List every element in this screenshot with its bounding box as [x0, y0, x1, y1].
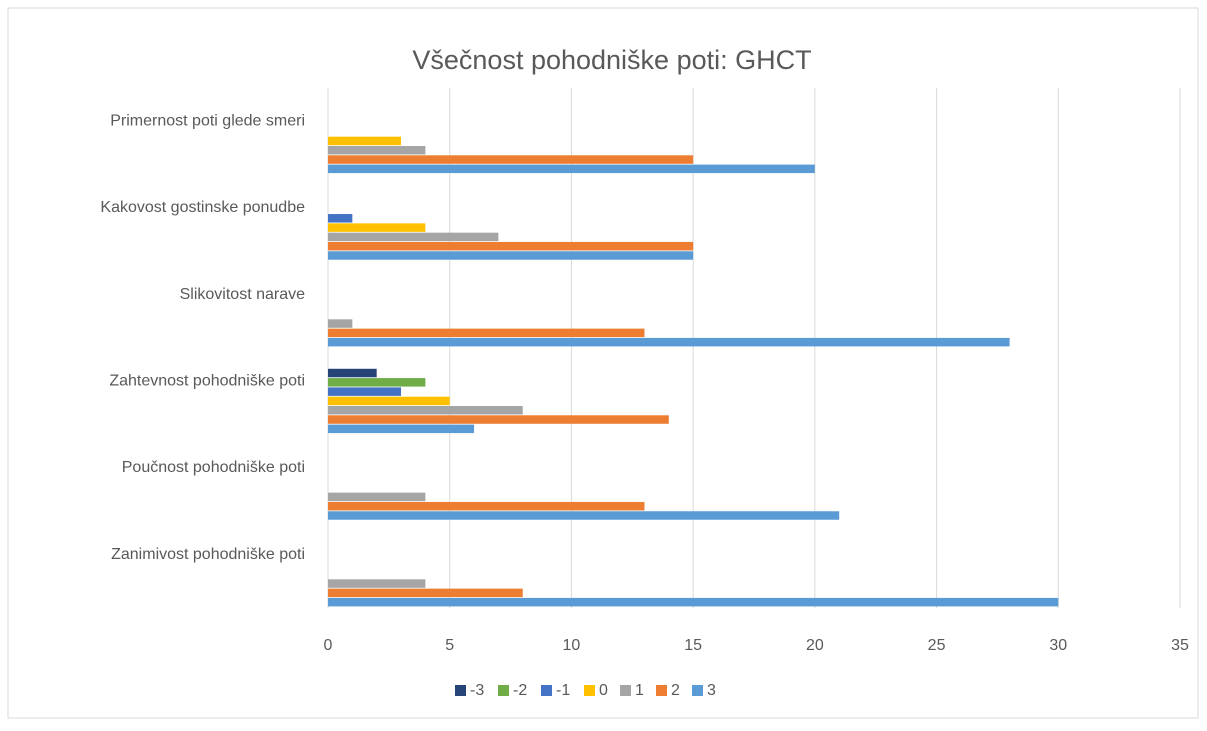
- legend-swatch: [692, 685, 703, 696]
- y-tick-label: Slikovitost narave: [180, 286, 305, 303]
- legend-label: 2: [671, 682, 680, 699]
- legend-label: -1: [556, 682, 570, 699]
- legend-swatch: [620, 685, 631, 696]
- legend-swatch: [455, 685, 466, 696]
- bar: [328, 223, 426, 232]
- bar: [328, 387, 402, 396]
- y-tick-label: Zahtevnost pohodniške poti: [109, 373, 305, 390]
- bar: [328, 405, 523, 415]
- bar: [328, 232, 499, 242]
- bar: [328, 164, 815, 174]
- legend-label: -2: [513, 682, 527, 699]
- bar: [328, 501, 645, 511]
- legend-label: 1: [635, 682, 644, 699]
- bar: [328, 328, 645, 338]
- bar: [328, 155, 694, 164]
- bar: [328, 368, 377, 378]
- y-tick-label: Poučnost pohodniške poti: [122, 459, 305, 476]
- y-tick-label: Kakovost gostinske ponudbe: [100, 199, 305, 216]
- legend-swatch: [656, 685, 667, 696]
- x-tick-label: 30: [1049, 637, 1067, 654]
- legend-swatch: [541, 685, 552, 696]
- bar: [328, 492, 426, 502]
- x-tick-label: 20: [806, 637, 824, 654]
- bar: [328, 378, 426, 387]
- bar: [328, 214, 353, 223]
- legend-label: 3: [707, 682, 716, 699]
- x-tick-label: 25: [928, 637, 946, 654]
- bar: [328, 396, 450, 406]
- bar: [328, 145, 426, 155]
- chart-title: Všečnost pohodniške poti: GHCT: [412, 45, 811, 75]
- bar: [328, 511, 840, 520]
- x-tick-label: 35: [1171, 637, 1189, 654]
- bar: [328, 337, 1010, 347]
- legend-swatch: [584, 685, 595, 696]
- bar: [328, 588, 523, 598]
- y-tick-label: Zanimivost pohodniške poti: [111, 546, 305, 563]
- x-tick-label: 10: [563, 637, 581, 654]
- bar: [328, 597, 1059, 607]
- x-tick-label: 15: [684, 637, 702, 654]
- x-tick-label: 5: [445, 637, 454, 654]
- bar: [328, 424, 475, 434]
- bar: [328, 319, 353, 328]
- legend-label: 0: [599, 682, 608, 699]
- bar: [328, 241, 694, 251]
- legend-label: -3: [470, 682, 484, 699]
- legend-swatch: [498, 685, 509, 696]
- x-tick-label: 0: [324, 637, 333, 654]
- bar: [328, 579, 426, 588]
- bar: [328, 251, 694, 260]
- bar: [328, 136, 402, 146]
- y-tick-label: Primernost poti glede smeri: [110, 113, 305, 130]
- bar: [328, 415, 669, 424]
